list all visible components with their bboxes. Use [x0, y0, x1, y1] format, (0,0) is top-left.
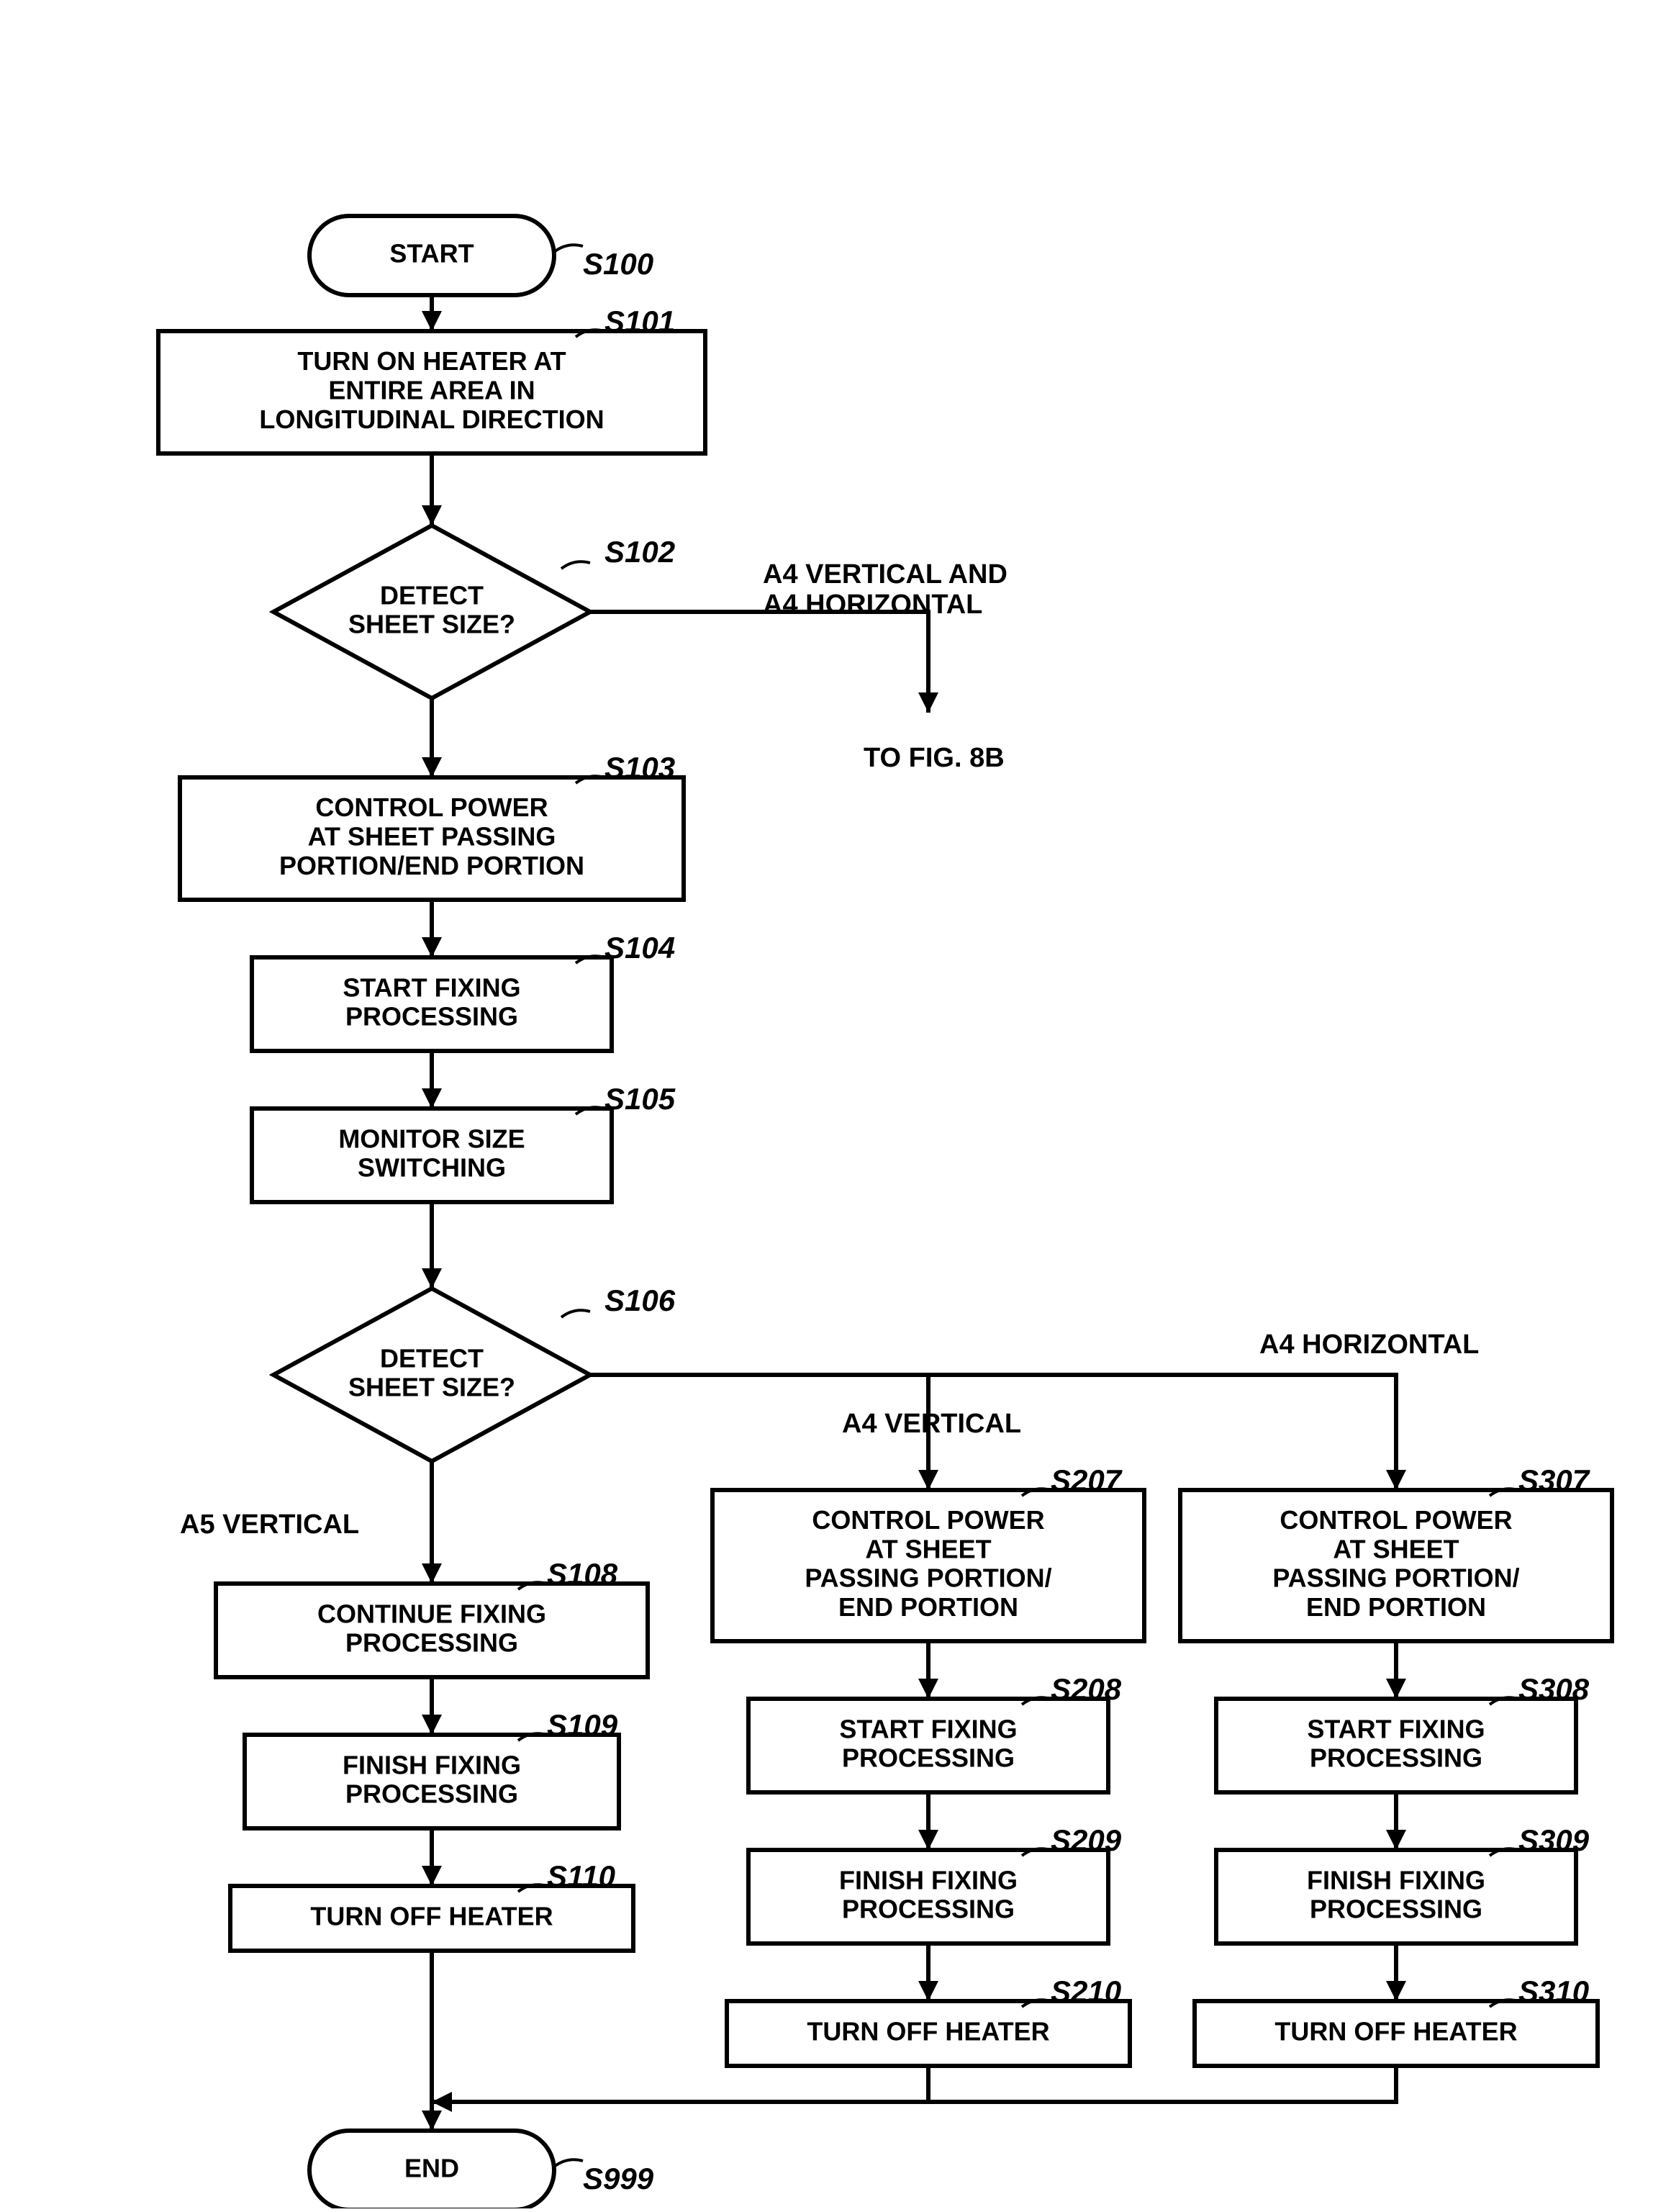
step-label-s309: S309 [1518, 1823, 1590, 1857]
step-tick [554, 245, 583, 252]
step-label-s209: S209 [1051, 1823, 1122, 1857]
flowchart-canvas: START TURN ON HEATER ATENTIRE AREA INLONG… [0, 0, 1671, 2208]
node-s110: TURN OFF HEATER [230, 1886, 633, 1951]
node-s102: DETECTSHEET SIZE? [273, 525, 590, 698]
edge-label: A4 VERTICAL AND [763, 559, 1007, 590]
step-tick [554, 2159, 583, 2167]
edge-label: A4 HORIZONTAL [1259, 1330, 1479, 1360]
node-text: SHEET SIZE? [348, 1373, 515, 1402]
node-s307: CONTROL POWERAT SHEETPASSING PORTION/END… [1180, 1490, 1612, 1641]
node-text: DETECT [380, 580, 484, 610]
node-text: PROCESSING [345, 1779, 518, 1809]
node-text: CONTROL POWER [1280, 1505, 1512, 1535]
node-text: FINISH FIXING [343, 1750, 521, 1779]
node-s208: START FIXINGPROCESSING [748, 1699, 1108, 1792]
step-label-s308: S308 [1518, 1672, 1590, 1706]
node-text: MONITOR SIZE [338, 1124, 525, 1153]
node-text: TURN OFF HEATER [807, 2017, 1049, 2046]
node-text: START FIXING [343, 972, 520, 1002]
node-text: TURN OFF HEATER [310, 1902, 553, 1931]
step-label-s104: S104 [604, 931, 675, 965]
step-label-s103: S103 [604, 751, 675, 785]
node-text: PROCESSING [1310, 1743, 1482, 1773]
step-label-s106: S106 [604, 1283, 676, 1317]
step-label-s310: S310 [1518, 1974, 1589, 2008]
node-text: FINISH FIXING [839, 1865, 1018, 1895]
node-text: START FIXING [1307, 1714, 1485, 1743]
node-text: TURN ON HEATER AT [297, 346, 566, 376]
node-text: TURN OFF HEATER [1274, 2017, 1517, 2046]
node-text: PASSING PORTION/ [805, 1563, 1051, 1593]
node-text: AT SHEET PASSING [308, 822, 556, 852]
node-text: CONTROL POWER [812, 1505, 1044, 1535]
node-s104: START FIXINGPROCESSING [252, 957, 612, 1051]
step-label-s109: S109 [547, 1708, 618, 1742]
edge-label: A4 HORIZONTAL [763, 590, 982, 620]
node-text: ENTIRE AREA IN [328, 376, 535, 405]
node-text: PROCESSING [1310, 1895, 1482, 1924]
step-label-s210: S210 [1051, 1974, 1121, 2008]
node-text: START [389, 239, 474, 268]
step-tick [561, 1310, 590, 1317]
node-text: PROCESSING [345, 1002, 518, 1031]
node-end: END [309, 2131, 554, 2208]
node-s109: FINISH FIXINGPROCESSING [245, 1735, 619, 1828]
node-text: CONTROL POWER [315, 793, 548, 822]
node-s209: FINISH FIXINGPROCESSING [748, 1850, 1108, 1944]
node-text: END [404, 2154, 459, 2183]
step-label-s101: S101 [604, 304, 675, 338]
node-text: LONGITUDINAL DIRECTION [259, 405, 604, 434]
node-text: PORTION/END PORTION [279, 851, 584, 880]
edge [432, 2066, 1396, 2102]
node-text: PASSING PORTION/ [1272, 1563, 1519, 1593]
node-text: AT SHEET [1333, 1534, 1459, 1563]
node-text: END PORTION [1306, 1592, 1486, 1622]
node-s106: DETECTSHEET SIZE? [273, 1288, 590, 1461]
node-s210: TURN OFF HEATER [727, 2001, 1130, 2066]
step-label-s207: S207 [1051, 1463, 1123, 1497]
node-start: START [309, 216, 554, 295]
step-label-start: S100 [583, 247, 653, 281]
node-s101: TURN ON HEATER ATENTIRE AREA INLONGITUDI… [158, 331, 705, 453]
step-label-end: S999 [583, 2162, 654, 2195]
node-text: SHEET SIZE? [348, 610, 515, 639]
node-text: END PORTION [838, 1592, 1018, 1622]
node-s309: FINISH FIXINGPROCESSING [1216, 1850, 1576, 1944]
node-text: AT SHEET [865, 1534, 991, 1563]
node-text: PROCESSING [842, 1895, 1015, 1924]
edge [590, 612, 928, 713]
node-text: SWITCHING [358, 1153, 506, 1183]
node-text: PROCESSING [842, 1743, 1015, 1773]
edge-label: TO FIG. 8B [864, 743, 1005, 773]
step-label-s105: S105 [604, 1082, 676, 1116]
node-text: START FIXING [839, 1714, 1017, 1743]
step-label-s102: S102 [604, 535, 675, 569]
step-label-s110: S110 [547, 1859, 615, 1893]
step-label-s108: S108 [547, 1557, 618, 1591]
node-text: DETECT [380, 1343, 484, 1373]
node-s310: TURN OFF HEATER [1195, 2001, 1598, 2066]
node-s207: CONTROL POWERAT SHEETPASSING PORTION/END… [712, 1490, 1144, 1641]
step-tick [561, 561, 590, 569]
node-s108: CONTINUE FIXINGPROCESSING [216, 1584, 648, 1677]
node-text: PROCESSING [345, 1628, 518, 1658]
step-label-s307: S307 [1518, 1463, 1590, 1497]
edge-label: A4 VERTICAL [842, 1409, 1021, 1439]
node-s308: START FIXINGPROCESSING [1216, 1699, 1576, 1792]
node-s105: MONITOR SIZESWITCHING [252, 1109, 612, 1202]
step-label-s208: S208 [1051, 1672, 1122, 1706]
node-text: FINISH FIXING [1307, 1865, 1485, 1895]
node-text: CONTINUE FIXING [317, 1599, 546, 1628]
node-s103: CONTROL POWERAT SHEET PASSINGPORTION/END… [180, 777, 684, 900]
edge-label: A5 VERTICAL [180, 1509, 359, 1540]
